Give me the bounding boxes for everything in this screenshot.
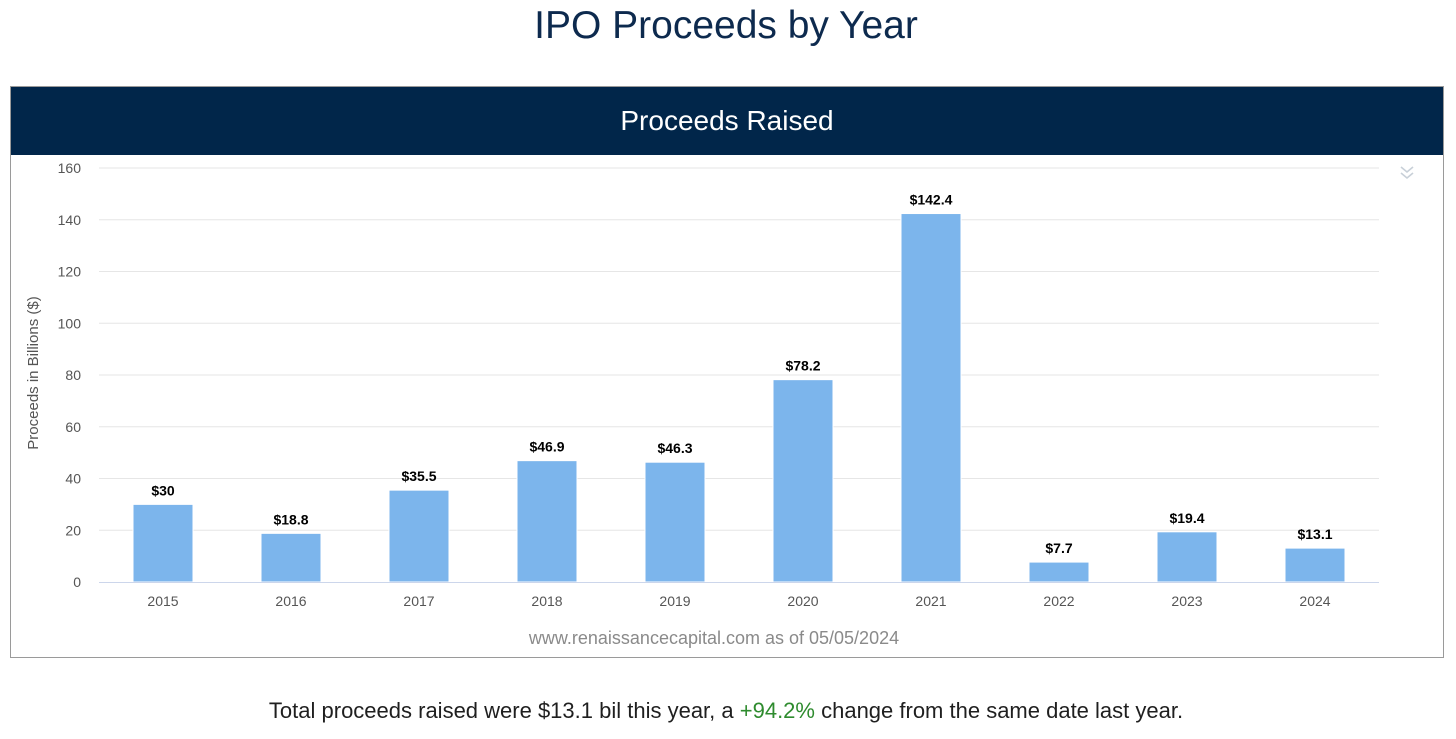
data-label: $18.8 xyxy=(273,511,308,527)
bar-2019[interactable] xyxy=(644,461,706,583)
x-tick-label: 2021 xyxy=(915,593,946,609)
percent-change: +94.2% xyxy=(739,698,815,723)
y-axis-title: Proceeds in Billions ($) xyxy=(25,296,42,449)
bar-2021[interactable] xyxy=(900,213,962,583)
double-chevron-down-icon[interactable] xyxy=(1395,161,1419,185)
y-tick-label: 40 xyxy=(65,471,81,487)
y-tick-label: 0 xyxy=(73,574,81,590)
x-tick-label: 2015 xyxy=(147,593,178,609)
data-label: $19.4 xyxy=(1169,510,1204,526)
x-tick-label: 2022 xyxy=(1043,593,1074,609)
y-tick-label: 100 xyxy=(58,315,82,331)
x-tick-label: 2023 xyxy=(1171,593,1202,609)
data-labels: $30 $18.8 $35.5 $46.9 $46.3 $78.2 $142.4 $7.7 $1… xyxy=(151,192,1332,557)
x-tick-label: 2017 xyxy=(403,593,434,609)
data-label: $13.1 xyxy=(1297,526,1332,542)
chart-header: Proceeds Raised xyxy=(11,87,1443,155)
x-tick-label: 2016 xyxy=(275,593,306,609)
bars xyxy=(132,213,1346,583)
data-label: $7.7 xyxy=(1045,540,1072,556)
y-tick-label: 20 xyxy=(65,522,81,538)
data-label: $35.5 xyxy=(401,468,436,484)
bar-2022[interactable] xyxy=(1028,561,1090,583)
data-label: $142.4 xyxy=(910,192,953,208)
bar-2024[interactable] xyxy=(1284,547,1346,583)
summary-text: Total proceeds raised were $13.1 bil thi… xyxy=(0,696,1452,726)
chart-panel: Proceeds Raised 0 20 40 60 80 100 120 140 160 $3… xyxy=(10,86,1444,658)
y-tick-label: 60 xyxy=(65,419,81,435)
y-tick-label: 160 xyxy=(58,160,82,176)
bar-2023[interactable] xyxy=(1156,531,1218,583)
summary-prefix: Total proceeds raised were $13.1 bil thi… xyxy=(268,698,740,723)
x-axis-ticks: 2015 2016 2017 2018 2019 2020 2021 2022 2023 2024 xyxy=(147,593,1330,609)
page-title: IPO Proceeds by Year xyxy=(534,4,918,47)
y-tick-label: 80 xyxy=(65,367,81,383)
bar-2017[interactable] xyxy=(388,489,450,583)
x-tick-label: 2020 xyxy=(787,593,818,609)
bar-chart: 0 20 40 60 80 100 120 140 160 $30 $18.8 $35.5 $46.9… xyxy=(25,160,1379,648)
x-tick-label: 2024 xyxy=(1299,593,1330,609)
x-tick-label: 2019 xyxy=(659,593,690,609)
gridlines xyxy=(99,167,1379,531)
bar-2020[interactable] xyxy=(772,379,834,583)
x-tick-label: 2018 xyxy=(531,593,562,609)
bar-2015[interactable] xyxy=(132,503,194,583)
y-tick-label: 120 xyxy=(58,264,82,280)
bar-2016[interactable] xyxy=(260,532,322,583)
data-label: $46.3 xyxy=(657,440,692,456)
summary-suffix: change from the same date last year. xyxy=(814,698,1184,723)
data-label: $30 xyxy=(151,482,175,498)
bar-2018[interactable] xyxy=(516,460,578,583)
source-note[interactable]: www.renaissancecapital.com as of 05/05/2… xyxy=(528,628,899,648)
data-label: $78.2 xyxy=(785,358,820,374)
y-tick-label: 140 xyxy=(58,212,82,228)
y-axis-ticks: 0 20 40 60 80 100 120 140 160 xyxy=(58,160,82,590)
data-label: $46.9 xyxy=(529,439,564,455)
